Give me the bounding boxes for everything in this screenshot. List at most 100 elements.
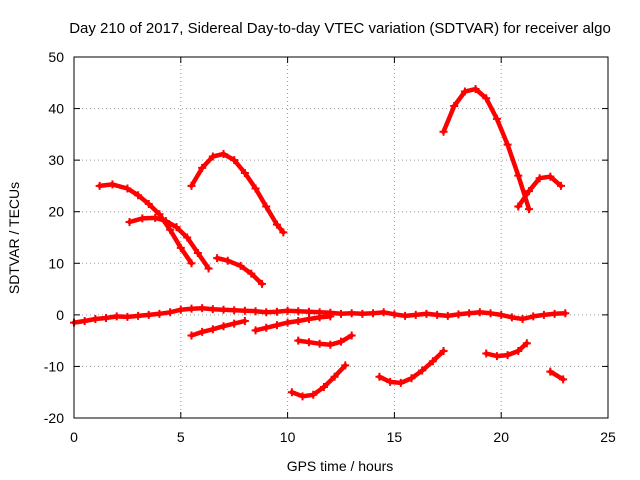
data-point xyxy=(283,306,292,315)
data-point xyxy=(439,127,448,136)
data-point xyxy=(561,309,570,318)
data-point xyxy=(524,187,533,196)
data-point xyxy=(257,279,266,288)
data-point xyxy=(439,346,448,355)
data-point xyxy=(262,308,271,317)
data-point xyxy=(176,305,185,314)
data-point xyxy=(272,321,281,330)
data-point xyxy=(262,323,271,332)
data-point xyxy=(198,327,207,336)
data-point xyxy=(304,307,313,316)
data-point xyxy=(251,307,260,316)
y-axis-label: SDTVAR / TECUs xyxy=(6,182,22,294)
data-point xyxy=(492,114,501,123)
data-point xyxy=(208,325,217,334)
data-point xyxy=(247,269,256,278)
data-point xyxy=(230,306,239,315)
data-point xyxy=(330,372,339,381)
y-tick-label: -20 xyxy=(44,410,64,426)
series-layer xyxy=(70,84,570,401)
data-point xyxy=(326,312,335,321)
data-point xyxy=(198,163,207,172)
tick-labels: 0 5 10 15 20 25 -20 -10 0 10 20 30 40 50 xyxy=(44,49,616,445)
data-point xyxy=(497,310,506,319)
data-point xyxy=(503,351,512,360)
data-point xyxy=(251,326,260,335)
data-point xyxy=(347,331,356,340)
y-tick-label: -10 xyxy=(44,358,64,374)
data-point xyxy=(219,322,228,331)
data-point xyxy=(123,184,132,193)
data-point xyxy=(326,340,335,349)
data-point xyxy=(172,223,181,232)
data-point xyxy=(151,213,160,222)
data-point xyxy=(386,377,395,386)
data-point xyxy=(183,233,192,242)
data-point xyxy=(550,309,559,318)
data-point xyxy=(155,309,164,318)
data-point xyxy=(294,317,303,326)
data-point xyxy=(522,339,531,348)
x-tick-label: 25 xyxy=(600,429,616,445)
data-point xyxy=(198,304,207,313)
data-point xyxy=(213,254,222,263)
data-point xyxy=(272,307,281,316)
data-point xyxy=(309,390,318,399)
data-point xyxy=(230,319,239,328)
data-point xyxy=(529,312,538,321)
y-tick-label: 10 xyxy=(48,255,64,271)
data-point xyxy=(240,317,249,326)
data-point xyxy=(166,225,175,234)
data-point xyxy=(524,205,533,214)
data-point xyxy=(204,264,213,273)
data-point xyxy=(251,184,260,193)
data-point xyxy=(486,309,495,318)
data-point xyxy=(433,310,442,319)
series-track-4 xyxy=(189,151,286,235)
data-point xyxy=(262,202,271,211)
data-point xyxy=(347,309,356,318)
data-point xyxy=(294,307,303,316)
data-point xyxy=(546,367,555,376)
data-point xyxy=(134,311,143,320)
data-point xyxy=(390,310,399,319)
data-point xyxy=(223,256,232,265)
y-tick-label: 40 xyxy=(48,101,64,117)
data-point xyxy=(450,101,459,110)
data-point xyxy=(166,308,175,317)
data-point xyxy=(208,152,217,161)
data-point xyxy=(475,308,484,317)
data-point xyxy=(507,313,516,322)
data-point xyxy=(91,314,100,323)
chart-title: Day 210 of 2017, Sidereal Day-to-day VTE… xyxy=(69,20,611,37)
data-point xyxy=(161,216,170,225)
x-axis-label: GPS time / hours xyxy=(287,458,394,474)
y-tick-label: 20 xyxy=(48,204,64,220)
data-point xyxy=(428,357,437,366)
data-point xyxy=(514,171,523,180)
data-point xyxy=(123,312,132,321)
data-point xyxy=(294,336,303,345)
data-point xyxy=(208,305,217,314)
data-point xyxy=(95,181,104,190)
series-track-14 xyxy=(548,369,566,382)
data-point xyxy=(287,388,296,397)
x-tick-label: 5 xyxy=(177,429,185,445)
data-point xyxy=(240,306,249,315)
data-point xyxy=(557,181,566,190)
data-point xyxy=(187,304,196,313)
data-point xyxy=(80,317,89,326)
data-point xyxy=(341,361,350,370)
data-point xyxy=(134,191,143,200)
data-point xyxy=(396,378,405,387)
y-tick-label: 30 xyxy=(48,152,64,168)
data-point xyxy=(514,346,523,355)
data-point xyxy=(298,392,307,401)
data-point xyxy=(503,140,512,149)
data-point xyxy=(358,309,367,318)
data-point xyxy=(187,331,196,340)
data-point xyxy=(407,374,416,383)
data-point xyxy=(138,214,147,223)
